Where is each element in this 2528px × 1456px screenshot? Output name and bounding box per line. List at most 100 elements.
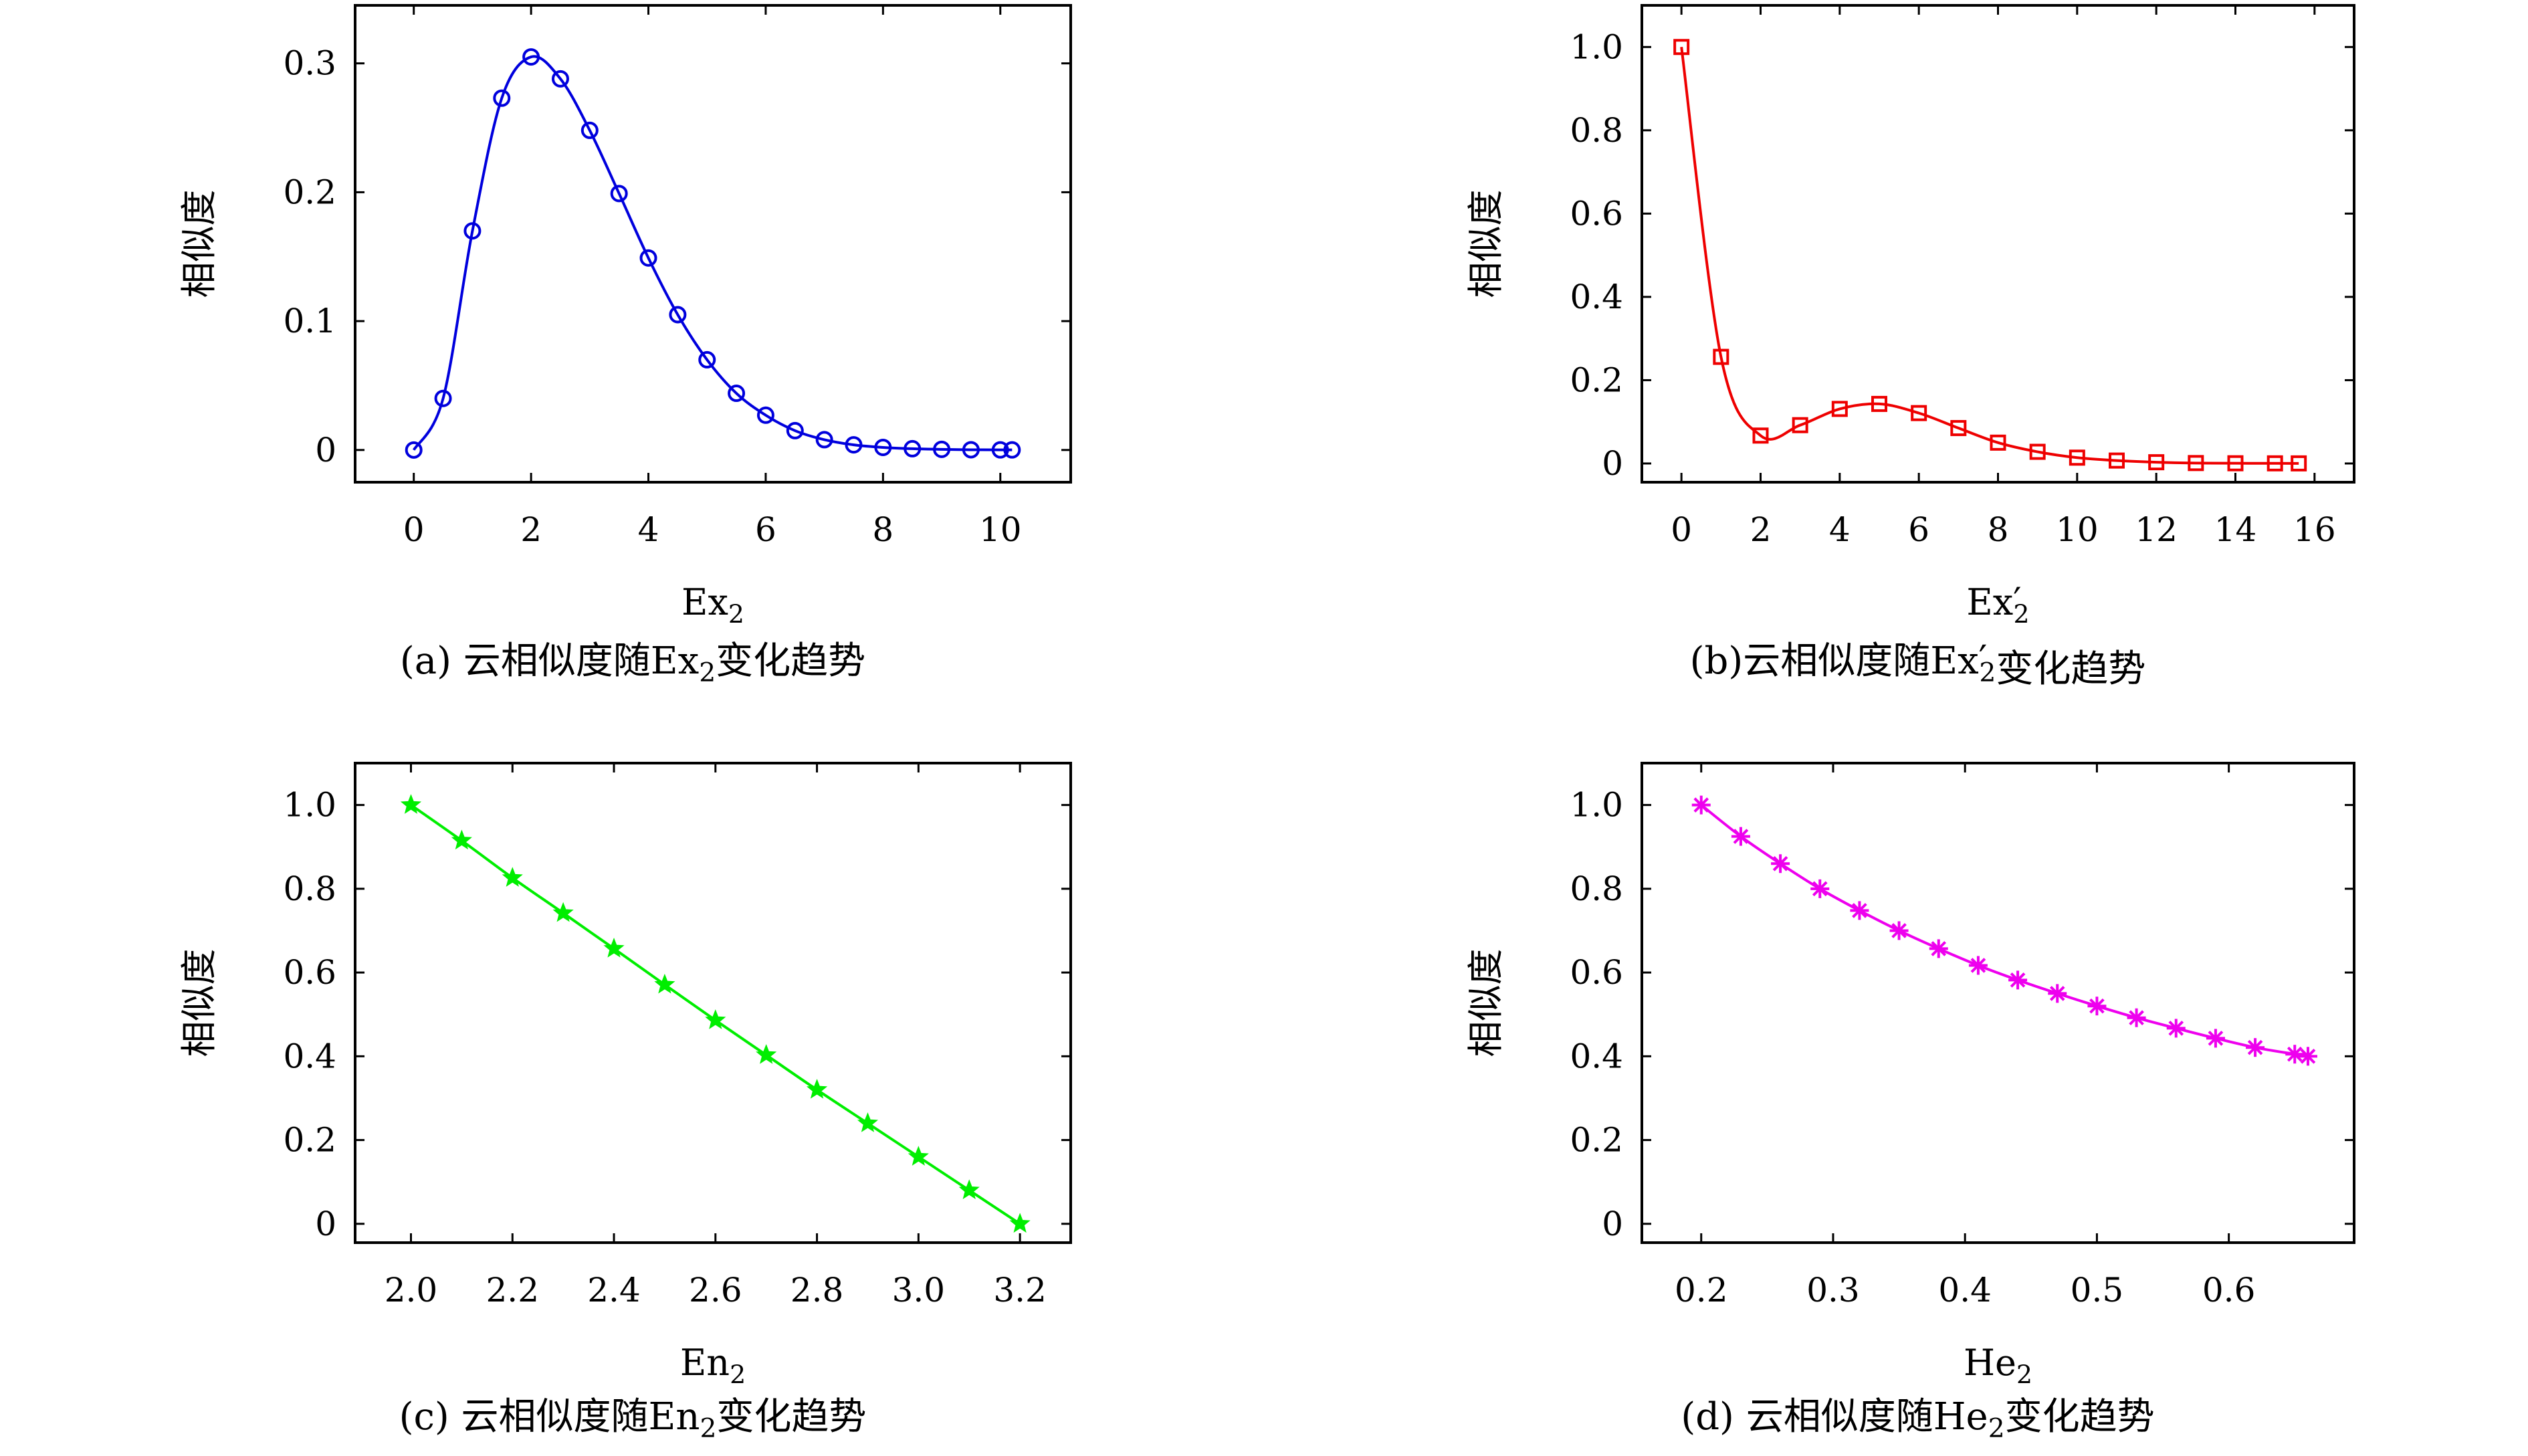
y-tick-label: 0.2	[1570, 1121, 1623, 1160]
data-point	[2227, 455, 2244, 472]
data-point	[1968, 956, 1988, 975]
x-tick-label: 2.2	[486, 1271, 539, 1310]
x-tick-label: 2.4	[587, 1271, 641, 1310]
data-point	[1871, 395, 1887, 412]
x-axis-label: He2	[1964, 1342, 2032, 1389]
data-point	[806, 1079, 828, 1099]
data-point	[1929, 939, 1948, 958]
data-point	[405, 441, 423, 459]
panel-caption: (b)云相似度随Ex′2变化趋势	[1690, 638, 2146, 691]
panel-caption: (d) 云相似度随He2变化趋势	[1681, 1395, 2154, 1444]
data-point	[2267, 455, 2283, 472]
y-tick-label: 0	[315, 1205, 336, 1243]
x-tick-label: 0.2	[1675, 1271, 1728, 1310]
data-point	[991, 441, 1009, 459]
data-point	[1990, 434, 2006, 451]
series-line	[1700, 804, 2309, 1058]
data-point	[2048, 984, 2067, 1003]
data-point	[1731, 827, 1750, 846]
data-point	[2029, 443, 2046, 460]
x-tick-label: 0	[1671, 510, 1692, 549]
series-line	[1680, 47, 2299, 465]
x-tick-label: 2.0	[385, 1271, 438, 1310]
data-point	[451, 829, 472, 850]
y-axis-label: 相似度	[178, 190, 220, 298]
x-tick-label: 8	[1988, 510, 2009, 549]
x-tick-label: 0.5	[2071, 1271, 2124, 1310]
data-point	[2291, 455, 2307, 472]
data-point	[1003, 441, 1021, 459]
data-point	[1810, 879, 1830, 898]
y-tick-label: 0.3	[283, 44, 336, 83]
x-tick-label: 0.3	[1806, 1271, 1860, 1310]
data-point	[2109, 452, 2125, 469]
data-point	[1831, 401, 1848, 417]
y-tick-label: 1.0	[283, 786, 336, 825]
x-tick-label: 10	[979, 510, 1022, 549]
data-point	[958, 1179, 980, 1199]
data-point	[522, 48, 540, 66]
data-point	[908, 1146, 929, 1166]
data-point	[698, 350, 716, 369]
data-point	[639, 249, 657, 267]
data-point	[786, 421, 804, 439]
data-point	[904, 439, 922, 457]
panel-a: 0 2 4 6 8 10 0 0.1 0.2 0.3 相似度 Ex2 (a) 云相似度随Ex2变化趋势	[178, 4, 1072, 688]
x-axis-label: Ex2	[681, 581, 744, 629]
data-point	[2008, 970, 2028, 990]
y-tick-label: 0.6	[1570, 953, 1623, 992]
panel-b: 0 2 4 6 8 10 12 14 16 0 0.2 0.4 0.6 0.8 1.0 相似度 Ex′2 (b)云…	[1465, 4, 2355, 691]
y-tick-label: 0	[1602, 444, 1623, 483]
data-point	[610, 185, 628, 203]
x-tick-label: 8	[872, 510, 893, 549]
data-point	[1911, 405, 1927, 421]
plot-frame-a	[354, 4, 1072, 484]
x-tick-label: 6	[755, 510, 776, 549]
data-point	[1771, 854, 1790, 873]
y-axis-label: 相似度	[178, 949, 220, 1057]
y-tick-label: 0.1	[283, 302, 336, 340]
data-point	[1850, 901, 1869, 920]
data-point	[2087, 997, 2107, 1016]
plot-frame-b	[1641, 4, 2355, 484]
data-point	[728, 385, 746, 403]
data-point	[1889, 921, 1909, 940]
data-point	[2206, 1029, 2225, 1048]
data-point	[654, 973, 675, 994]
data-point	[463, 222, 482, 240]
data-point	[2298, 1047, 2317, 1066]
y-axis-label: 相似度	[1465, 190, 1507, 298]
x-tick-label: 3.0	[892, 1271, 946, 1310]
data-point	[400, 794, 422, 814]
y-tick-label: 0.8	[1570, 869, 1623, 908]
data-point	[1792, 417, 1808, 433]
plot-frame-c	[354, 762, 1072, 1244]
y-tick-label: 0.4	[1570, 278, 1623, 316]
x-tick-label: 6	[1908, 510, 1929, 549]
data-point	[962, 441, 980, 459]
panel-d: 0.2 0.3 0.4 0.5 0.6 0 0.2 0.4 0.6 0.8 1.0 相似度 He2 (d)…	[1465, 762, 2355, 1444]
data-point	[2148, 454, 2165, 471]
data-point	[603, 938, 625, 958]
x-tick-label: 3.2	[993, 1271, 1047, 1310]
x-tick-label: 12	[2135, 510, 2178, 549]
data-point	[1673, 39, 1690, 56]
y-tick-label: 0.2	[283, 1121, 336, 1160]
x-tick-label: 16	[2293, 510, 2336, 549]
data-point	[552, 902, 574, 922]
data-point	[1752, 427, 1769, 444]
x-tick-label: 0	[403, 510, 425, 549]
data-point	[2166, 1019, 2186, 1038]
x-tick-label: 2	[520, 510, 542, 549]
x-tick-label: 0.4	[1938, 1271, 1992, 1310]
x-axis-label: En2	[680, 1342, 746, 1389]
y-tick-label: 0.4	[283, 1037, 336, 1075]
x-tick-label: 2	[1750, 510, 1772, 549]
data-point	[2285, 1045, 2305, 1064]
data-point	[756, 406, 774, 424]
data-point	[874, 438, 892, 456]
y-tick-label: 1.0	[1570, 27, 1623, 66]
data-point	[669, 306, 687, 324]
y-tick-label: 0	[315, 431, 336, 470]
